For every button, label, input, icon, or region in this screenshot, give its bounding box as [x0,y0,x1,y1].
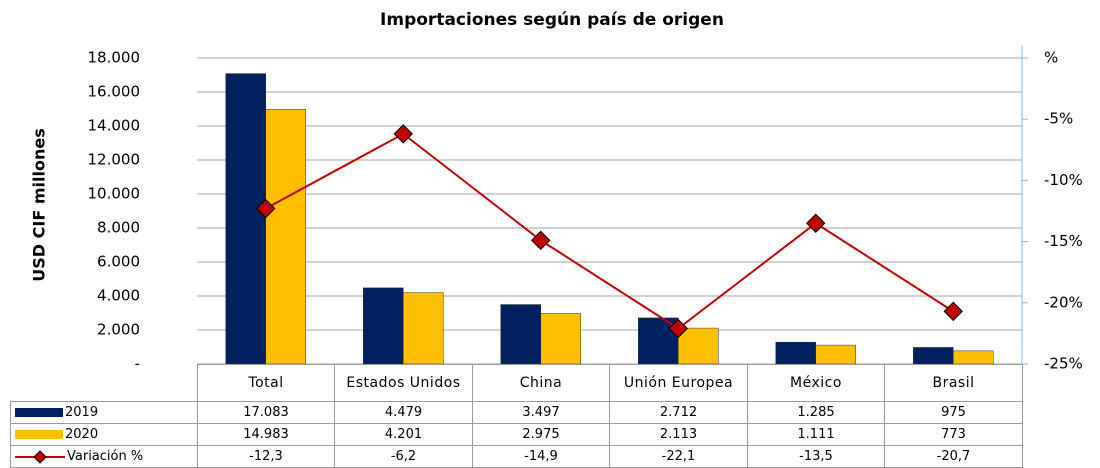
y-tick-label: - [135,355,140,373]
bar [775,341,816,365]
y-tick-label: 16.000 [88,83,141,101]
legend-key [15,449,65,464]
line-marker [531,230,551,251]
table-value: 14.983 [197,423,335,446]
y-tick-label: 2.000 [97,321,140,339]
line [265,132,954,330]
legend-label: Variación % [67,449,144,464]
legend-label: 2020 [65,427,99,442]
line-marker [943,301,963,322]
table-value: 4.479 [334,401,473,424]
y2-tick-label: -20% [1044,293,1083,311]
table-value: -20,7 [884,445,1023,468]
y-axis-label: USD CIF millones [30,128,49,281]
legend-marker [33,449,47,464]
table-value: 1.285 [747,401,885,424]
legend-label: 2019 [65,405,99,420]
table-value: -14,9 [472,445,610,468]
bar [678,327,719,365]
table-value: 2.975 [472,423,610,446]
table-value: -22,1 [609,445,748,468]
table-value: 2.712 [609,401,748,424]
table-value: -12,3 [197,445,335,468]
legend-entry: 2019 [10,401,198,424]
series-row: Variación % -12,3 -6,2 -14,9 -22,1 -13,5 -20,7 [10,445,1023,468]
bar [265,109,306,365]
table-value: 2.113 [609,423,748,446]
line-marker [806,213,826,233]
legend-entry: 2020 [10,423,198,446]
bar [815,344,856,365]
y2-tick-label: -25% [1044,355,1083,373]
y2-tick-label: -10% [1044,171,1083,189]
bar [500,304,541,365]
bar [225,73,266,365]
line-marker [668,318,688,339]
table-value: -6,2 [334,445,473,468]
y2-tick-label: -15% [1044,232,1083,250]
y-tick-label: 18.000 [88,49,141,67]
y-tick-label: 12.000 [88,151,141,169]
blank-cell [10,364,198,402]
category-label: Unión Europea [609,364,748,402]
table-value: 773 [884,423,1023,446]
table-value: 1.111 [747,423,885,446]
bar [363,287,404,365]
category-label: Estados Unidos [334,364,473,402]
table-value: 3.497 [472,401,610,424]
bar [403,292,444,365]
table-value: -13,5 [747,445,885,468]
legend-entry: Variación % [10,445,198,468]
data-table: Total Estados Unidos China Unión Europea Méx… [10,364,1023,468]
legend-swatch [15,430,63,439]
category-row: Total Estados Unidos China Unión Europea Méx… [10,364,1023,402]
y-tick-label: 14.000 [88,117,141,135]
y-tick-label: 8.000 [97,219,140,237]
table-value: 17.083 [197,401,335,424]
y-tick-label: 10.000 [88,185,141,203]
line-marker [393,124,413,144]
chart-title: Importaciones según país de origen [380,10,724,30]
legend-swatch [15,408,63,417]
y2-tick-label: -5% [1044,110,1073,128]
category-label: México [747,364,885,402]
series-row: 2020 14.983 4.201 2.975 2.113 1.111 773 [10,423,1023,446]
line-marker [256,198,276,219]
category-label: Total [197,364,335,402]
table-value: 975 [884,401,1023,424]
bar [540,313,581,365]
y-tick-label: 6.000 [97,253,140,271]
series-row: 2019 17.083 4.479 3.497 2.712 1.285 975 [10,401,1023,424]
y-tick-label: 4.000 [97,287,140,305]
category-label: Brasil [884,364,1023,402]
bar [953,350,994,365]
category-label: China [472,364,610,402]
table-value: 4.201 [334,423,473,446]
y2-tick-label: % [1044,49,1058,67]
bar [913,347,954,365]
